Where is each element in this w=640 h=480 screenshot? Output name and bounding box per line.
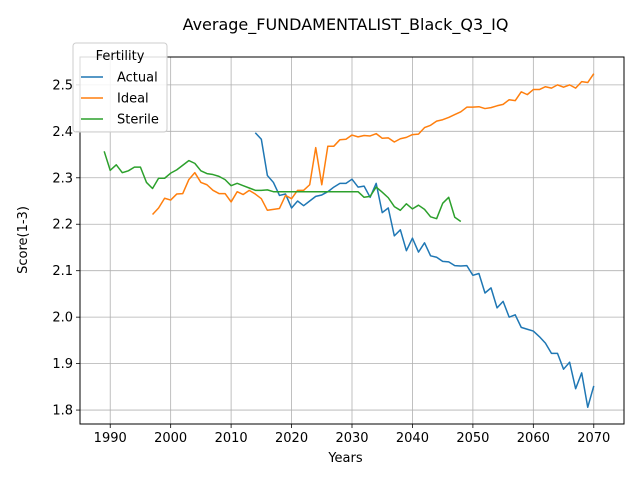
x-tick-label: 2010 [215, 431, 248, 446]
legend: Fertility Actual Ideal Sterile [72, 42, 168, 133]
y-tick-label: 2.1 [52, 264, 73, 279]
y-axis-title: Score(1-3) [16, 206, 31, 274]
y-tick-label: 2.3 [52, 171, 73, 186]
x-tick-label: 2060 [517, 431, 550, 446]
y-tick-label: 2.4 [52, 125, 73, 140]
legend-label-sterile: Sterile [117, 113, 159, 128]
x-tick-label: 2020 [275, 431, 308, 446]
legend-title: Fertility [96, 49, 145, 64]
series-lines [103, 73, 595, 409]
grid-lines [80, 57, 624, 424]
x-tick-label: 2030 [335, 431, 368, 446]
axis-ticks: 1990 2000 2010 2020 2030 2040 2050 2060 2070 1.8 1… [52, 78, 610, 446]
y-tick-label: 2.2 [52, 218, 73, 233]
x-tick-label: 2000 [154, 431, 187, 446]
x-tick-label: 1990 [94, 431, 127, 446]
x-tick-label: 2050 [456, 431, 489, 446]
legend-box [72, 42, 168, 133]
y-tick-label: 1.9 [52, 357, 73, 372]
x-axis-title: Years [327, 451, 363, 466]
series-line-actual [254, 132, 595, 409]
y-tick-label: 1.8 [52, 404, 73, 419]
series-line-sterile [103, 151, 462, 223]
x-tick-label: 2070 [577, 431, 610, 446]
legend-entries: Actual Ideal Sterile [81, 71, 159, 128]
x-tick-label: 2040 [396, 431, 429, 446]
legend-label-ideal: Ideal [117, 92, 149, 107]
y-tick-label: 2.0 [52, 311, 73, 326]
y-tick-label: 2.5 [52, 78, 73, 93]
series-line-ideal [151, 73, 595, 215]
chart-title: Average_FUNDAMENTALIST_Black_Q3_IQ [183, 15, 509, 35]
legend-label-actual: Actual [117, 71, 158, 86]
